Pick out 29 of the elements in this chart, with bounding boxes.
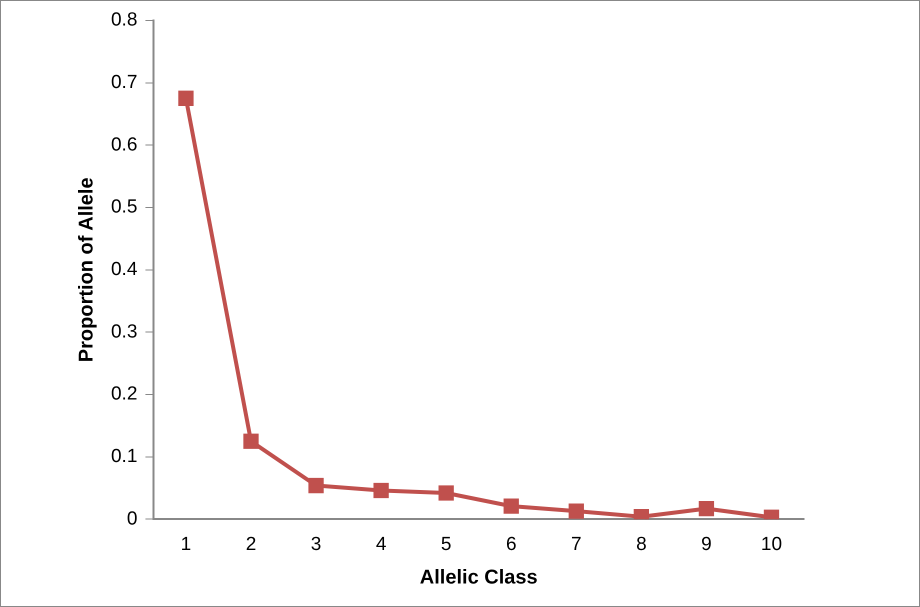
y-tick-label: 0.1 — [110, 446, 138, 468]
point — [243, 434, 259, 449]
x-tick-label: 3 — [310, 534, 322, 555]
x-tick-label: 5 — [440, 534, 452, 555]
point — [698, 500, 714, 516]
x-tick-label: 4 — [376, 534, 387, 555]
y-tick-label: 0.3 — [110, 321, 138, 342]
point — [178, 90, 194, 106]
y-tick-label: 0.8 — [110, 10, 138, 31]
x-tick-label: 9 — [701, 534, 712, 555]
point — [438, 485, 454, 501]
y-tick-label: 0.7 — [110, 72, 138, 93]
x-tick-label: 6 — [506, 534, 517, 555]
x-axis-title: Allelic Class — [420, 566, 538, 589]
point — [504, 498, 519, 514]
y-axis-title: Proportion of Allele — [76, 177, 98, 362]
point — [568, 503, 584, 519]
y-tick-label: 0.4 — [110, 259, 138, 280]
x-tick-label: 7 — [571, 534, 582, 555]
x-tick-label: 2 — [246, 534, 256, 555]
x-tick-label: 1 — [180, 534, 192, 555]
y-tick-label: 0 — [126, 508, 138, 530]
point — [308, 478, 324, 494]
point — [373, 482, 389, 498]
y-tick-label: 0.2 — [110, 384, 138, 405]
y-tick-label: 0.5 — [110, 196, 138, 218]
x-tick-label: 10 — [760, 534, 782, 555]
y-tick-label: 0.6 — [110, 134, 138, 156]
x-tick-label: 8 — [636, 534, 647, 555]
